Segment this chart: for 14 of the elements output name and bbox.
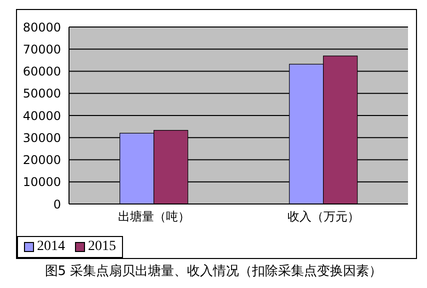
y-tick-label: 20000 (22, 153, 61, 168)
y-tick-label: 50000 (22, 86, 61, 101)
y-tick-label: 70000 (22, 42, 61, 56)
y-tick-label: 0 (53, 197, 61, 212)
legend-label: 2014 (36, 239, 65, 255)
text: 图5 采集点扇贝出塘量、收入情况（扣除采集点变换因素） (44, 263, 384, 280)
y-tick-label: 30000 (22, 130, 61, 145)
x-tick-label: 收入（万元） (287, 210, 360, 224)
y-tick-label: 40000 (22, 108, 61, 123)
legend-label: 2015 (87, 239, 116, 255)
y-tick-label: 80000 (22, 20, 61, 34)
y-tick-label: 10000 (22, 175, 61, 190)
x-tick-label: 出塘量（吨） (118, 210, 190, 224)
y-tick-label: 60000 (22, 64, 61, 79)
